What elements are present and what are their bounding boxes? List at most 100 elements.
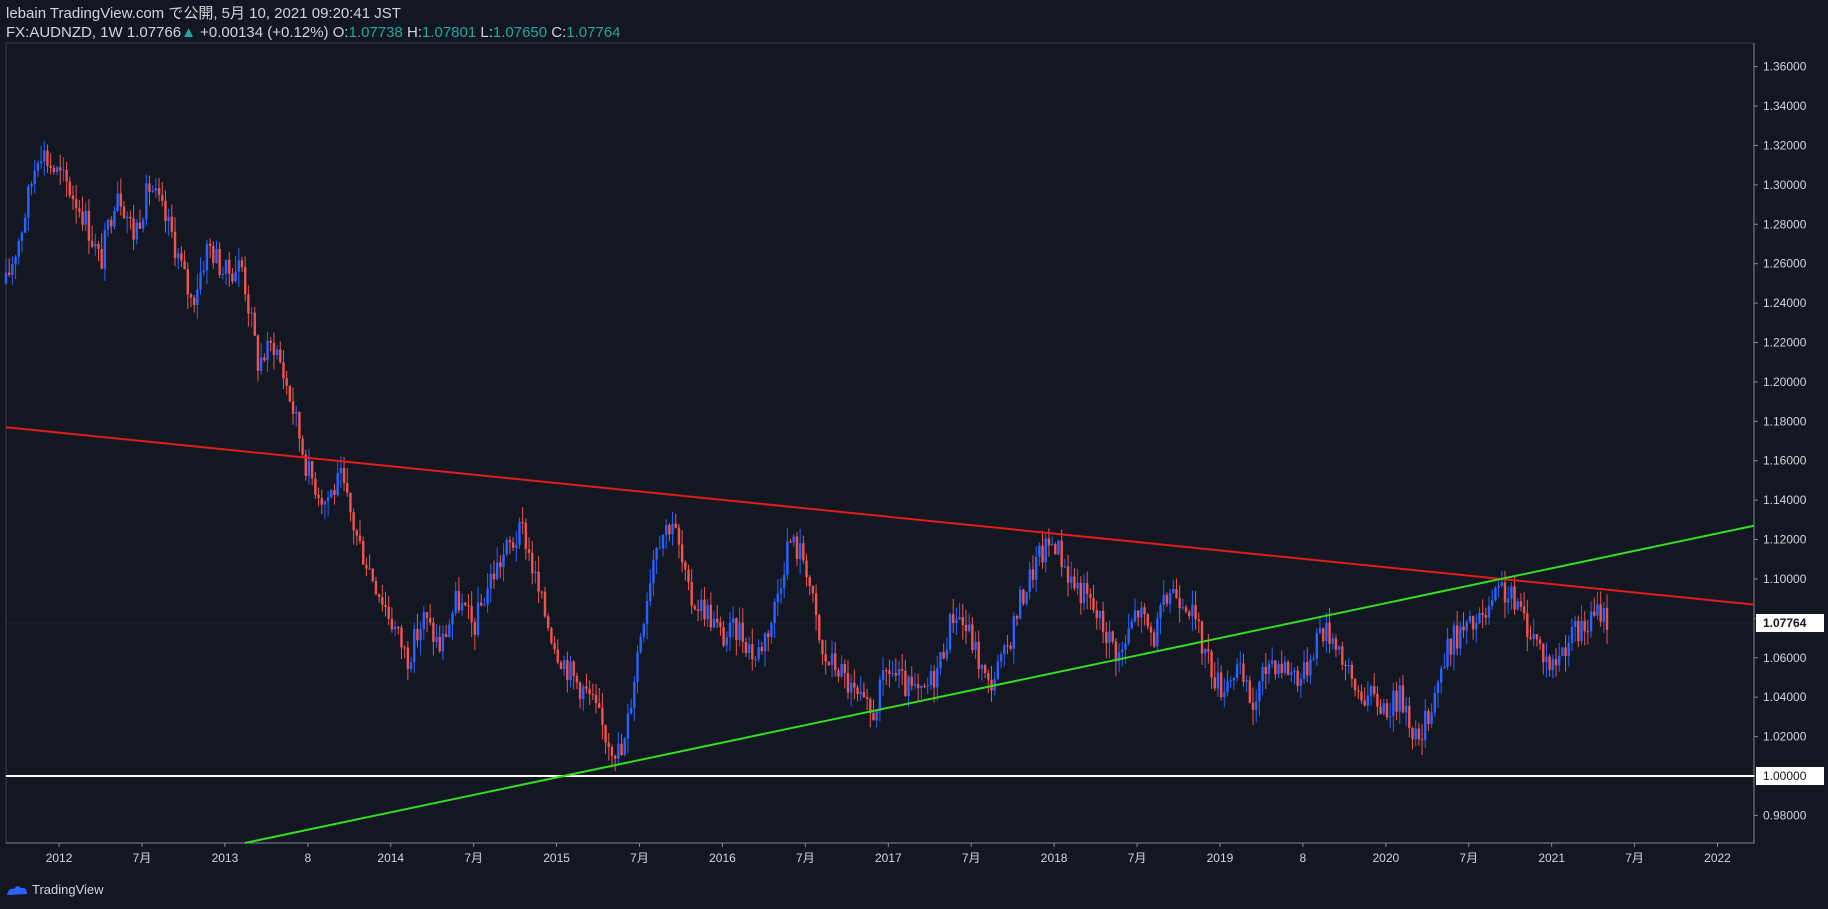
candle — [1095, 600, 1098, 630]
time-tick-label: 2018 — [1041, 851, 1068, 865]
candle — [1414, 719, 1417, 747]
candle — [1395, 681, 1398, 721]
candle — [374, 576, 378, 596]
candle — [1041, 530, 1044, 569]
candle — [422, 606, 426, 640]
candle — [470, 591, 473, 637]
support-trendline[interactable] — [244, 524, 1755, 844]
candle — [192, 295, 196, 313]
candle — [301, 435, 304, 458]
candle — [1050, 536, 1054, 546]
candle — [1605, 594, 1609, 644]
candle — [406, 641, 410, 681]
candle — [687, 564, 690, 591]
candle — [642, 622, 646, 643]
time-axis[interactable]: 2012 7月 2013 8 2014 7月 2015 7月 2016 7月 2017 7月 2018 7… — [46, 843, 1731, 865]
candle — [1290, 662, 1293, 682]
candle — [556, 639, 559, 665]
candle — [263, 353, 266, 362]
candle — [1382, 698, 1385, 716]
symbol-label[interactable]: FX:AUDNZD, 1W — [6, 24, 123, 41]
time-tick-label: 7月 — [1625, 851, 1644, 865]
candle — [1506, 586, 1510, 615]
candle — [926, 677, 929, 695]
candle — [582, 684, 585, 711]
candle — [1114, 637, 1118, 677]
candle — [1481, 599, 1484, 629]
candle — [314, 471, 317, 499]
candle — [457, 576, 461, 614]
candle — [853, 669, 856, 700]
time-tick-label: 7月 — [630, 851, 649, 865]
candle — [1127, 613, 1130, 646]
candle — [945, 637, 949, 662]
candle — [247, 285, 250, 327]
candle — [250, 307, 253, 328]
candle — [942, 643, 945, 660]
price-axis[interactable]: 1.36000 1.34000 1.32000 1.30000 1.28000 1.260… — [1754, 60, 1824, 823]
close-label: C: — [551, 24, 567, 41]
candle — [362, 536, 365, 565]
candle — [228, 251, 231, 287]
candle — [1066, 554, 1070, 597]
candle — [365, 557, 368, 577]
candle — [1194, 591, 1197, 630]
candle — [1248, 675, 1252, 704]
footer-brand: TradingView — [32, 882, 104, 897]
candle — [1162, 580, 1165, 613]
candle — [1178, 585, 1181, 623]
candle — [789, 538, 792, 544]
candle — [977, 630, 980, 679]
candle — [65, 161, 68, 197]
candle — [626, 703, 630, 754]
candle — [1557, 642, 1561, 673]
time-tick-label: 2016 — [709, 851, 736, 865]
candle — [974, 631, 977, 660]
candle — [511, 537, 515, 551]
candle — [1152, 628, 1156, 649]
candle — [996, 654, 1000, 681]
candle — [508, 536, 512, 555]
candle — [763, 631, 767, 667]
candle — [78, 199, 81, 218]
candle — [43, 141, 46, 176]
candle — [897, 660, 901, 689]
candle — [633, 675, 636, 722]
high-label: H: — [406, 24, 422, 41]
candle — [1226, 670, 1229, 697]
candle — [824, 639, 827, 675]
candle — [59, 154, 62, 185]
candle — [435, 624, 438, 648]
candle — [754, 656, 757, 668]
time-tick-label: 7月 — [962, 851, 981, 865]
candle — [90, 225, 94, 249]
time-tick-label: 2021 — [1538, 851, 1565, 865]
candle — [403, 645, 406, 659]
candle — [531, 540, 534, 585]
candle — [598, 688, 601, 709]
candle — [33, 159, 36, 194]
candle — [706, 599, 709, 628]
candle — [196, 274, 199, 320]
candle — [1398, 677, 1401, 724]
candle — [770, 621, 773, 644]
candle — [14, 254, 17, 280]
candle — [1542, 643, 1545, 675]
candle — [94, 233, 97, 257]
candle — [1459, 621, 1462, 656]
candle — [601, 693, 604, 740]
candle — [515, 531, 518, 562]
candle — [1510, 582, 1513, 610]
candle — [936, 656, 939, 702]
candle — [980, 664, 984, 681]
candle — [885, 667, 888, 686]
candle — [661, 533, 665, 557]
footer: TradingView — [6, 882, 104, 897]
candle — [71, 185, 75, 211]
candle — [837, 667, 840, 683]
candle — [84, 202, 87, 232]
resistance-trendline[interactable] — [5, 426, 1755, 606]
candle — [1137, 610, 1140, 627]
candle — [333, 484, 336, 505]
